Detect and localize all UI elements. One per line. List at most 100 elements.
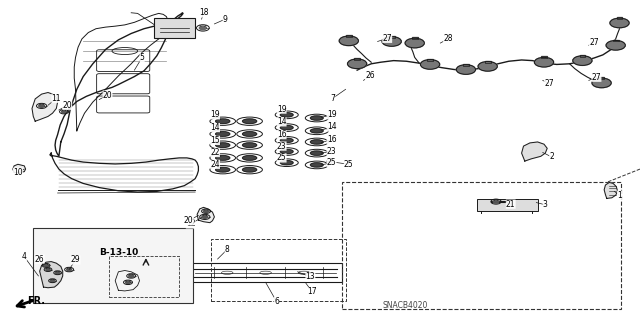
Text: 6: 6 — [274, 297, 279, 306]
Circle shape — [478, 62, 497, 71]
Ellipse shape — [243, 156, 257, 160]
Text: 19: 19 — [276, 105, 287, 114]
Text: 2: 2 — [549, 152, 554, 161]
Bar — [613, 40, 618, 41]
Text: 22: 22 — [211, 148, 220, 157]
Text: 25: 25 — [276, 153, 287, 162]
Bar — [485, 61, 491, 63]
Ellipse shape — [243, 143, 257, 147]
Text: 15: 15 — [210, 136, 220, 145]
Circle shape — [200, 26, 206, 30]
Bar — [617, 17, 622, 19]
Text: 21: 21 — [506, 200, 515, 209]
Bar — [428, 59, 433, 61]
Polygon shape — [13, 164, 26, 173]
Circle shape — [51, 280, 54, 282]
Ellipse shape — [243, 132, 257, 136]
Bar — [389, 36, 394, 38]
Bar — [355, 58, 360, 60]
Circle shape — [456, 65, 476, 74]
Ellipse shape — [310, 140, 323, 144]
Text: 13: 13 — [305, 272, 316, 281]
Text: 16: 16 — [276, 130, 287, 139]
Text: 27: 27 — [544, 79, 554, 88]
Text: 17: 17 — [307, 287, 317, 296]
Circle shape — [46, 269, 50, 271]
Ellipse shape — [216, 167, 230, 172]
Circle shape — [610, 18, 629, 28]
Circle shape — [382, 37, 401, 46]
Bar — [412, 37, 418, 39]
Ellipse shape — [280, 138, 293, 143]
Text: 25: 25 — [326, 158, 337, 167]
Bar — [428, 59, 433, 61]
Text: 14: 14 — [210, 123, 220, 132]
Ellipse shape — [310, 116, 323, 120]
Text: 25: 25 — [344, 160, 354, 169]
Circle shape — [534, 57, 554, 67]
Text: 19: 19 — [210, 110, 220, 119]
Circle shape — [592, 78, 611, 88]
Text: 3: 3 — [543, 200, 548, 209]
Text: 26: 26 — [365, 71, 375, 80]
Ellipse shape — [243, 167, 257, 172]
Text: 27: 27 — [591, 73, 602, 82]
Bar — [154, 18, 195, 38]
Text: 23: 23 — [326, 147, 337, 156]
Ellipse shape — [280, 125, 293, 130]
Circle shape — [606, 41, 625, 50]
Polygon shape — [197, 207, 214, 223]
Ellipse shape — [216, 156, 230, 160]
Text: 5: 5 — [140, 53, 145, 62]
Circle shape — [573, 56, 592, 65]
Circle shape — [39, 105, 44, 107]
Text: 7: 7 — [330, 94, 335, 103]
Text: SNACB4020: SNACB4020 — [383, 301, 428, 310]
Text: 4: 4 — [22, 252, 27, 261]
Text: 24: 24 — [210, 160, 220, 169]
Ellipse shape — [243, 119, 257, 123]
Circle shape — [204, 210, 209, 212]
Bar — [463, 64, 468, 66]
Text: 27: 27 — [589, 38, 599, 47]
Circle shape — [339, 36, 358, 46]
Bar — [599, 77, 605, 79]
Text: 28: 28 — [444, 34, 452, 43]
Text: 20: 20 — [62, 101, 72, 110]
Bar — [477, 199, 538, 211]
Ellipse shape — [280, 113, 293, 117]
Polygon shape — [40, 262, 63, 288]
Text: 11: 11 — [52, 94, 61, 103]
Bar — [211, 239, 346, 301]
Text: 10: 10 — [13, 168, 23, 177]
Bar — [541, 56, 547, 58]
Circle shape — [67, 268, 72, 271]
Circle shape — [405, 38, 424, 48]
Circle shape — [348, 59, 367, 69]
Bar — [342, 182, 621, 309]
Ellipse shape — [280, 160, 293, 165]
Text: 20: 20 — [184, 216, 194, 225]
Circle shape — [420, 60, 440, 69]
Circle shape — [493, 200, 499, 203]
Circle shape — [56, 272, 60, 274]
Circle shape — [61, 110, 67, 113]
Bar — [109, 256, 179, 297]
Bar — [389, 36, 394, 38]
Bar — [580, 55, 586, 57]
Text: 12: 12 — [186, 219, 195, 228]
Text: 9: 9 — [223, 15, 228, 24]
Text: 29: 29 — [70, 256, 81, 264]
Text: 14: 14 — [276, 117, 287, 126]
Bar — [580, 55, 586, 57]
Ellipse shape — [310, 163, 323, 167]
Text: B-13-10: B-13-10 — [99, 248, 138, 256]
Bar — [617, 17, 622, 19]
Bar — [463, 64, 468, 66]
Text: FR.: FR. — [27, 296, 45, 306]
Polygon shape — [32, 93, 58, 121]
Bar — [613, 40, 618, 41]
Ellipse shape — [216, 132, 230, 136]
Ellipse shape — [216, 143, 230, 147]
Polygon shape — [604, 182, 618, 198]
